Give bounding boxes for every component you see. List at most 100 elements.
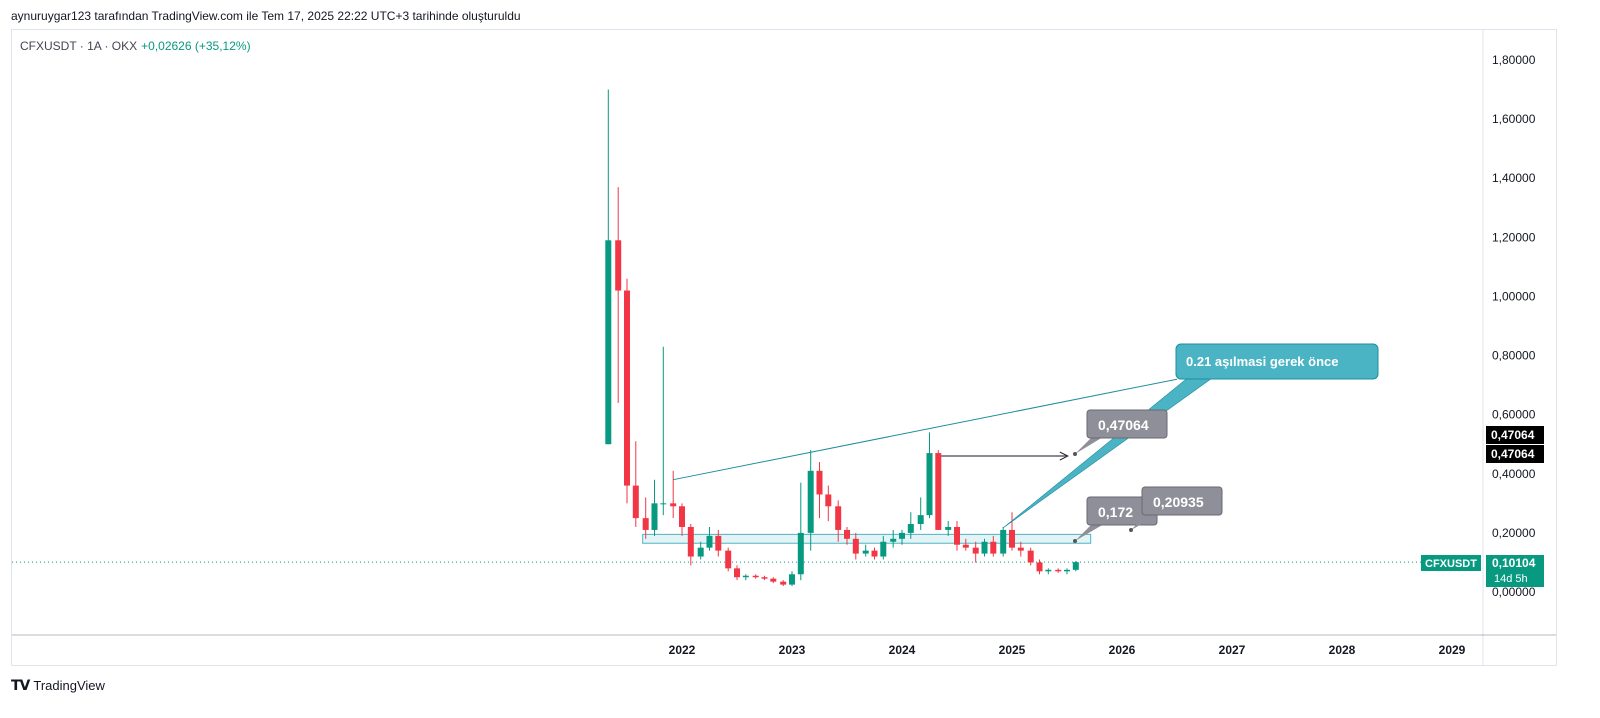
note-pointer [1131,513,1162,530]
candle-body[interactable] [945,526,952,530]
candle-body[interactable] [880,541,887,557]
candle-body[interactable] [816,470,823,495]
candle-body[interactable] [651,503,658,530]
note-anchor-dot [1073,539,1077,543]
candle-body[interactable] [871,550,878,557]
candle-body[interactable] [1064,569,1070,572]
candle-body[interactable] [752,575,759,578]
footer-brand-text: TradingView [33,678,105,693]
candle-body[interactable] [770,578,777,582]
y-tick-label: 0,20000 [1492,526,1536,540]
candle-body[interactable] [907,524,914,533]
price-note-3-box[interactable] [1141,486,1223,516]
y-tick-label: 0,00000 [1492,585,1536,599]
candle-body[interactable] [981,541,988,554]
candle-body[interactable] [632,485,639,519]
candle-body[interactable] [962,544,969,548]
candle-body[interactable] [725,550,732,569]
y-tick-label: 0,60000 [1492,408,1536,422]
last-price-countdown: 14d 5h [1494,573,1528,585]
tradingview-logo-icon: 𝗧𝗩 [11,677,30,693]
candle-body[interactable] [797,532,804,575]
candle-body[interactable] [780,581,787,585]
support-zone[interactable] [642,533,1092,544]
last-price-box [1486,555,1544,587]
candle-body[interactable] [1009,529,1015,548]
callout-text: 0.21 aşılmasi gerek önce [1186,354,1338,369]
candle-body[interactable] [734,568,740,578]
candle-body[interactable] [615,240,622,291]
y-tick-label: 1,40000 [1492,171,1536,185]
symbol-change: +0,02626 (+35,12%) [141,39,251,53]
price-note-1-text: 0,47064 [1098,417,1149,433]
axis-price-label-2: 0,47064 [1491,447,1535,461]
axis-price-label-2-box [1486,445,1544,463]
last-price-value: 0,10104 [1492,556,1536,570]
candle-body[interactable] [1055,569,1062,572]
candle-body[interactable] [789,574,795,585]
candle-body[interactable] [835,506,842,530]
price-note-2-text: 0,172 [1098,504,1133,520]
callout-box[interactable] [1175,343,1379,380]
candle-body[interactable] [761,577,768,579]
x-tick-label: 2022 [669,643,696,657]
candle-body[interactable] [990,541,997,554]
candle-body[interactable] [660,503,667,505]
x-tick-label: 2025 [999,643,1026,657]
arrowhead-icon [1059,451,1069,461]
y-tick-label: 0,40000 [1492,467,1536,481]
y-tick-label: 1,00000 [1492,289,1536,303]
candle-body[interactable] [825,494,832,507]
candle-body[interactable] [1045,569,1052,572]
candle-body[interactable] [642,518,649,530]
symbol-name: CFXUSDT · 1A · OKX [20,39,138,53]
candle-body[interactable] [807,470,814,533]
candle-body[interactable] [1017,547,1024,551]
candle-body[interactable] [697,547,704,557]
candle-body[interactable] [742,575,749,578]
note-anchor-dot [1073,452,1077,456]
trend-line[interactable] [673,378,1178,481]
price-note-1-box[interactable] [1086,409,1168,439]
candle-body[interactable] [687,526,694,557]
chart-credit-line: aynuruygar123 tarafından TradingView.com… [11,9,521,23]
candle-body[interactable] [605,240,612,445]
candle-body[interactable] [926,453,933,516]
footer-brand[interactable]: 𝗧𝗩 TradingView [11,677,105,694]
axis-price-label-1-box [1486,426,1544,444]
candle-body[interactable] [679,506,685,527]
last-price-symbol: CFXUSDT [1425,558,1477,570]
last-price-symbol-box [1421,555,1481,571]
note-pointer [1075,437,1103,454]
candle-body[interactable] [1027,550,1034,563]
price-note-3-text: 0,20935 [1153,494,1204,510]
x-tick-label: 2027 [1219,643,1246,657]
candle-body[interactable] [972,547,979,554]
candle-body[interactable] [715,535,722,551]
candle-body[interactable] [1036,562,1043,572]
x-tick-label: 2026 [1109,643,1136,657]
candle-body[interactable] [852,538,859,554]
x-tick-label: 2024 [889,643,916,657]
axis-price-label-1: 0,47064 [1491,428,1535,442]
candle-body[interactable] [954,526,960,545]
note-pointer [1075,524,1104,541]
candle-body[interactable] [935,453,942,530]
candle-body[interactable] [917,515,924,525]
symbol-legend[interactable]: CFXUSDT · 1A · OKX +0,02626 (+35,12%) [20,39,251,53]
candle-body[interactable] [862,550,869,554]
x-tick-label: 2023 [779,643,806,657]
candle-body[interactable] [624,290,630,486]
candle-body[interactable] [1000,529,1007,554]
y-tick-label: 1,60000 [1492,112,1536,126]
candle-body[interactable] [844,529,850,539]
x-tick-label: 2029 [1439,643,1466,657]
candle-body[interactable] [890,538,897,542]
candle-body[interactable] [899,532,905,539]
candle-body[interactable] [1072,562,1079,570]
candle-body[interactable] [706,535,713,548]
note-anchor-dot [1129,528,1133,532]
candle-body[interactable] [670,503,677,507]
chart-frame [11,29,1557,666]
